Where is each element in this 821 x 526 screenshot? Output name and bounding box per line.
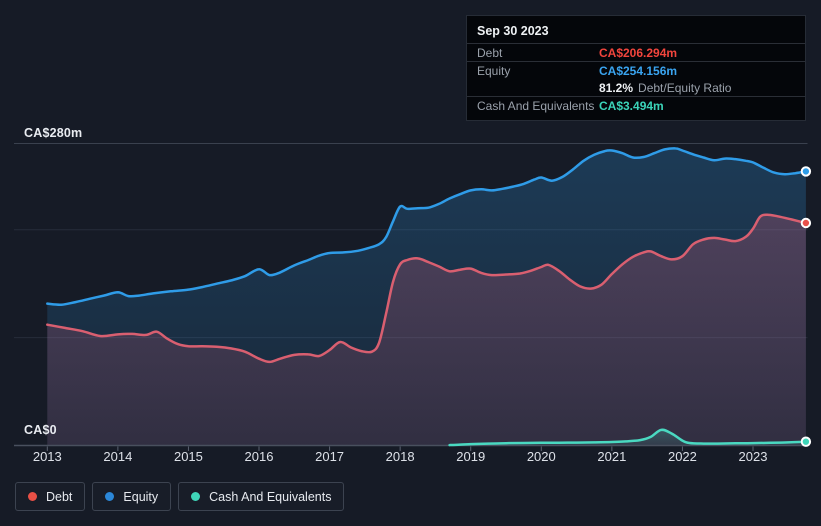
chart-legend: Debt Equity Cash And Equivalents: [15, 482, 345, 511]
tooltip-row-ratio: 81.2% Debt/Equity Ratio: [467, 79, 805, 96]
series-line-cash-and-equivalents: [448, 428, 808, 447]
chart-tooltip: Sep 30 2023 Debt CA$206.294m Equity CA$2…: [466, 15, 806, 121]
end-dot-equity: [800, 166, 812, 177]
x-axis-year-label-2019: 2019: [456, 449, 486, 464]
series-line-debt: [46, 213, 808, 364]
end-dot-debt: [800, 217, 812, 229]
tooltip-ratio-label: Debt/Equity Ratio: [638, 80, 732, 95]
tooltip-debt-label: Debt: [477, 45, 503, 60]
x-axis-year-label-2014: 2014: [103, 449, 133, 464]
tooltip-ratio-value: 81.2%: [599, 80, 634, 95]
x-axis-year-label-2023: 2023: [738, 449, 768, 464]
tooltip-cash-value: CA$3.494m: [599, 98, 664, 113]
series-area-debt: [47, 214, 806, 446]
x-axis: 2013 2014 2015 2016 2017 2018 2019 2020 2021 2022…: [0, 449, 821, 465]
x-axis-year-label-2017: 2017: [315, 449, 345, 464]
debt-dot-icon: [28, 492, 37, 501]
x-axis-year-label-2021: 2021: [597, 449, 627, 464]
x-axis-year-label-2020: 2020: [526, 449, 556, 464]
tooltip-date: Sep 30 2023: [477, 24, 549, 38]
legend-item-debt[interactable]: Debt: [15, 482, 86, 511]
legend-debt-label: Debt: [46, 489, 73, 504]
tooltip-equity-value: CA$254.156m: [599, 63, 678, 78]
tooltip-row-equity: Equity CA$254.156m: [467, 61, 805, 79]
legend-equity-label: Equity: [123, 489, 159, 504]
x-axis-year-label-2018: 2018: [385, 449, 415, 464]
series-line-equity: [46, 147, 808, 306]
x-axis-year-label-2022: 2022: [667, 449, 697, 464]
y-axis-label-zero: CA$0: [24, 423, 57, 437]
tooltip-debt-value: CA$206.294m: [599, 45, 678, 60]
tooltip-row-cash: Cash And Equivalents CA$3.494m: [467, 96, 805, 114]
tooltip-cash-label: Cash And Equivalents: [477, 98, 595, 113]
end-dot-cash-and-equivalents: [800, 436, 812, 447]
legend-item-equity[interactable]: Equity: [92, 482, 172, 511]
x-axis-year-label-2016: 2016: [244, 449, 274, 464]
tooltip-row-debt: Debt CA$206.294m: [467, 43, 805, 61]
legend-cash-label: Cash And Equivalents: [209, 489, 332, 504]
tooltip-equity-label: Equity: [477, 63, 511, 78]
cash-dot-icon: [191, 492, 201, 501]
x-axis-year-label-2015: 2015: [173, 449, 203, 464]
equity-dot-icon: [105, 492, 115, 501]
legend-item-cash[interactable]: Cash And Equivalents: [178, 482, 345, 511]
x-axis-year-label-2013: 2013: [32, 449, 62, 464]
y-axis-label-max: CA$280m: [24, 126, 83, 140]
